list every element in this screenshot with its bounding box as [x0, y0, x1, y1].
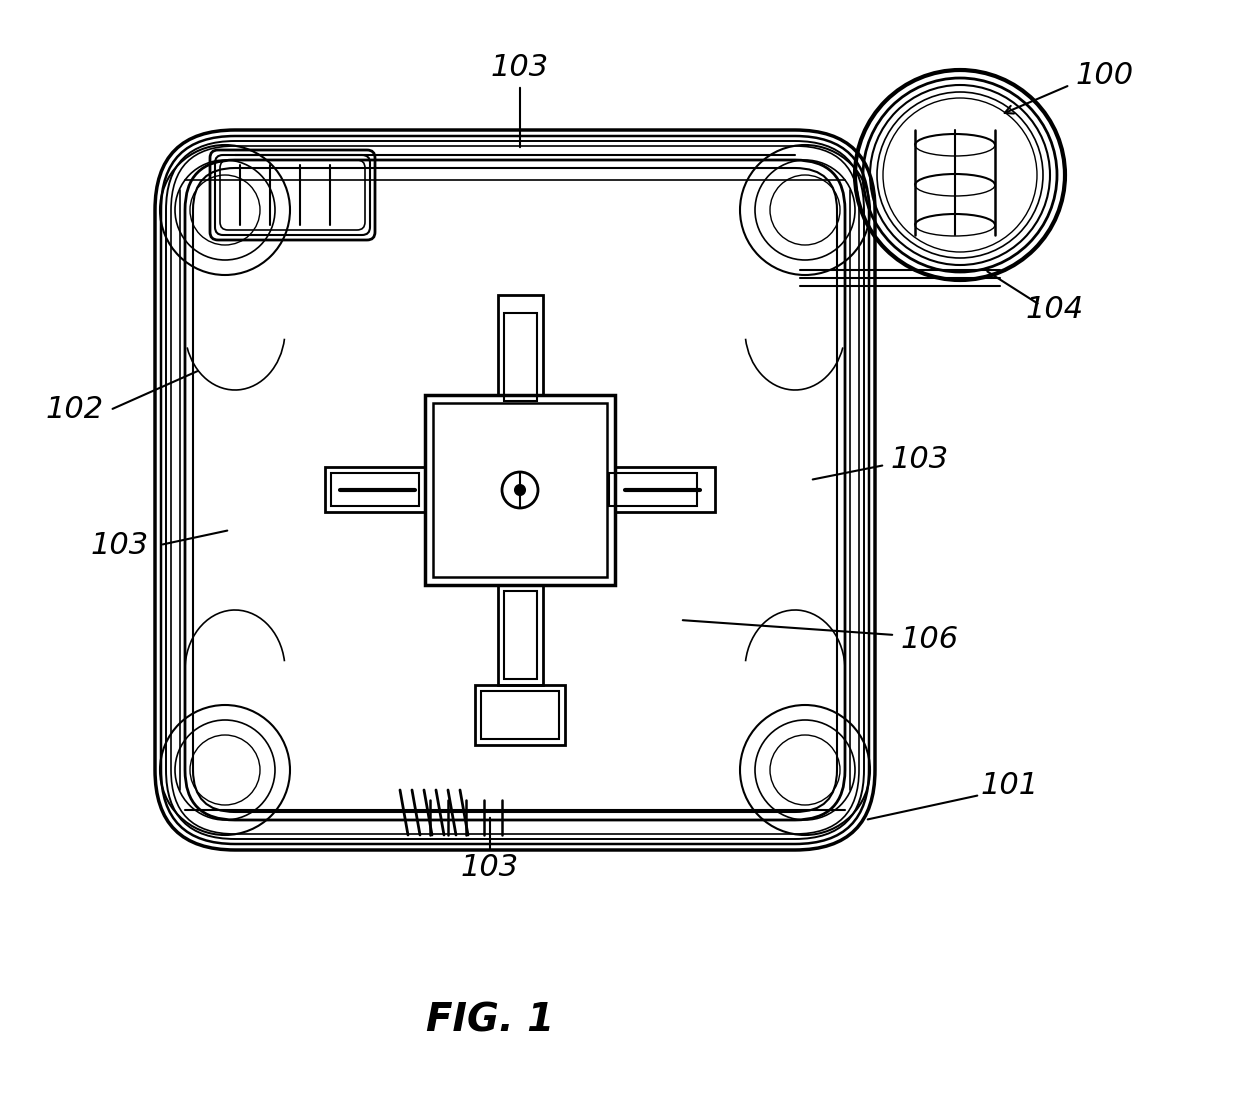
- Text: 103: 103: [890, 445, 949, 475]
- Bar: [425, 395, 615, 585]
- Bar: [481, 690, 559, 739]
- Circle shape: [515, 486, 525, 495]
- Bar: [433, 403, 608, 576]
- Text: 103: 103: [491, 54, 549, 82]
- Bar: [609, 473, 697, 506]
- Text: 106: 106: [901, 626, 959, 654]
- Text: 101: 101: [981, 770, 1039, 799]
- Bar: [503, 313, 537, 401]
- Text: 103: 103: [91, 530, 149, 559]
- Bar: [498, 295, 543, 395]
- Bar: [503, 591, 537, 680]
- Bar: [325, 467, 425, 512]
- Bar: [331, 473, 419, 506]
- Bar: [615, 467, 715, 512]
- Bar: [475, 685, 565, 745]
- Text: 104: 104: [1025, 296, 1084, 324]
- Text: FIG. 1: FIG. 1: [425, 1001, 554, 1039]
- Text: 102: 102: [46, 396, 104, 424]
- Text: 100: 100: [1076, 60, 1135, 90]
- Bar: [498, 585, 543, 685]
- Text: 103: 103: [461, 854, 520, 882]
